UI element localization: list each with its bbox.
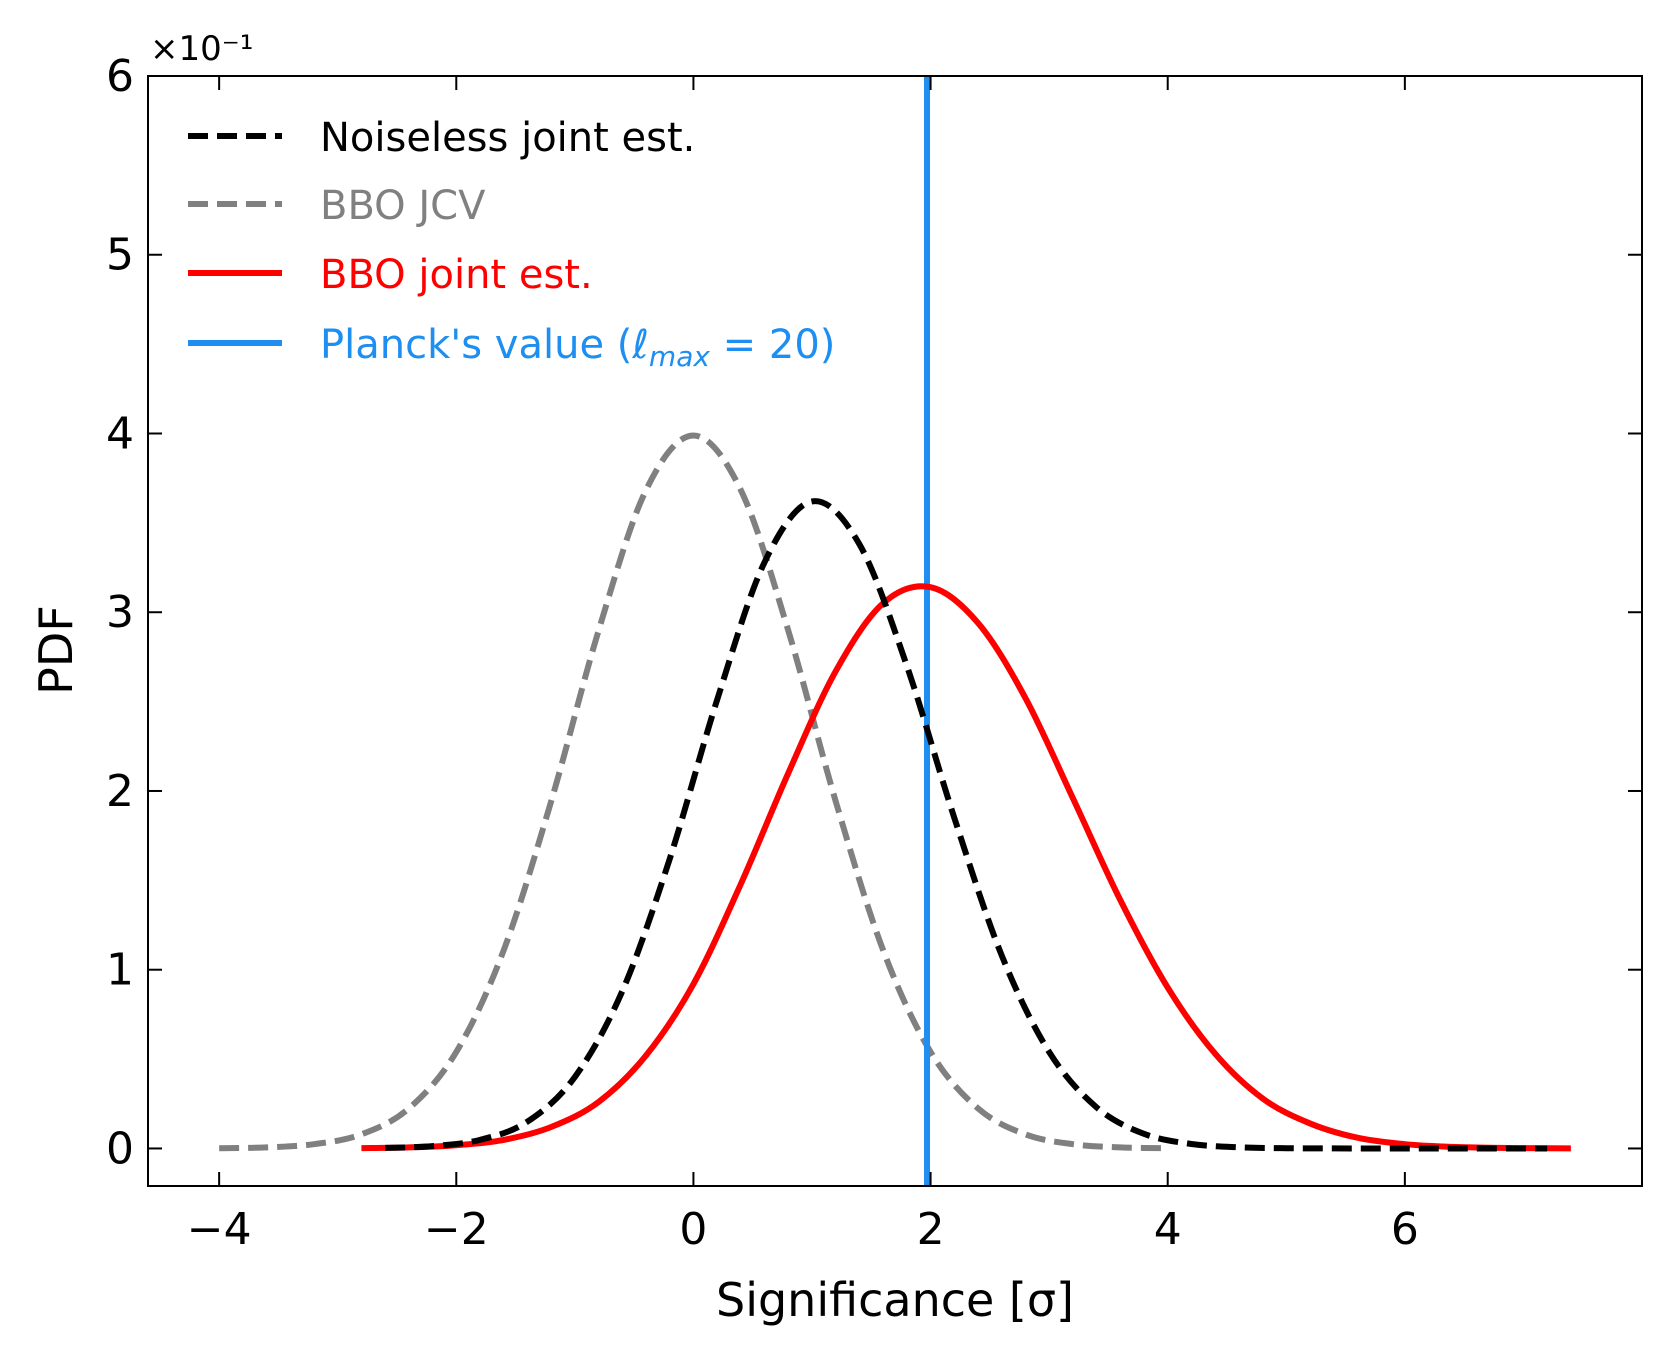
x-tick-label: 4 <box>1154 1204 1182 1255</box>
y-tick-label: 1 <box>106 945 134 996</box>
y-tick-label: 5 <box>106 230 134 281</box>
curve-bbo-joint-est <box>361 583 1571 1152</box>
y-tick-label: 0 <box>106 1123 134 1174</box>
chart-ticks: −4 −2 0 2 4 6 0 1 2 3 4 5 6 <box>106 51 1642 1255</box>
y-tick-label: 3 <box>106 587 134 638</box>
chart-curves <box>219 76 1571 1186</box>
legend-label-bbo-joint: BBO joint est. <box>320 252 593 298</box>
x-axis-label: Significance [σ] <box>716 1273 1074 1327</box>
legend-label-noiseless: Noiseless joint est. <box>320 115 695 161</box>
curve-bbo-jcv <box>219 432 1168 1152</box>
x-tick-label: 6 <box>1391 1204 1419 1255</box>
legend-label-planck: Planck's value (ℓmax = 20) <box>320 322 835 373</box>
legend: Noiseless joint est. BBO JCV BBO joint e… <box>188 115 835 373</box>
y-tick-label: 4 <box>106 408 134 459</box>
plot-frame <box>147 75 1643 1187</box>
curve-noiseless-joint-est <box>385 498 1548 1152</box>
x-tick-label: 2 <box>917 1204 945 1255</box>
y-tick-label: 6 <box>106 51 134 102</box>
y-multiplier-label: ×10⁻¹ <box>150 29 253 69</box>
y-axis-label: PDF <box>29 605 83 695</box>
legend-label-bbo-jcv: BBO JCV <box>320 183 486 229</box>
x-tick-label: −2 <box>424 1204 489 1255</box>
x-tick-label: 0 <box>679 1204 707 1255</box>
x-tick-label: −4 <box>187 1204 252 1255</box>
y-tick-label: 2 <box>106 766 134 817</box>
